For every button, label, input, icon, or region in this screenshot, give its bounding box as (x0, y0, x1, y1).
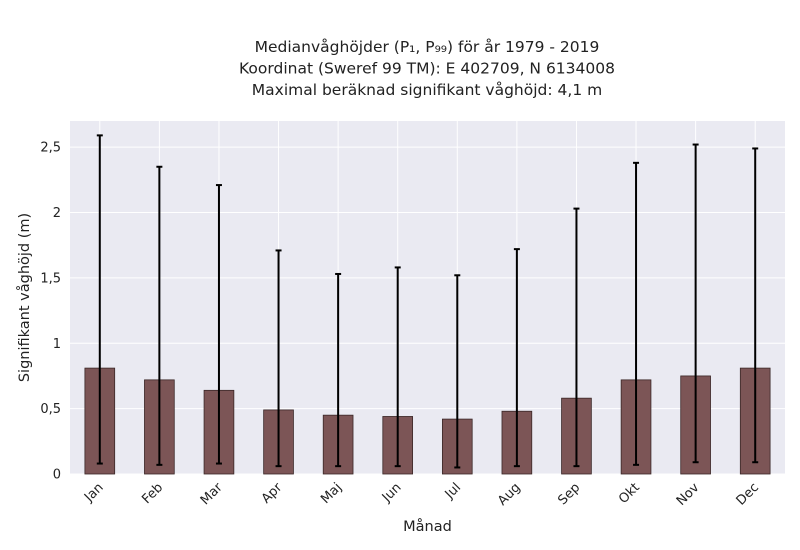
y-axis-label: Signifikant våghöjd (m) (16, 213, 33, 382)
error-bars (96, 134, 759, 469)
x-tick-label: Sep (555, 480, 583, 508)
x-tick-label: Jan (81, 480, 106, 505)
y-tick-label: 0 (53, 468, 61, 483)
y-tick-label: 1 (53, 337, 61, 352)
title-line: Medianvåghöjder (P₁, P₉₉) för år 1979 - … (255, 38, 600, 56)
x-tick-label: Feb (139, 480, 166, 507)
x-tick-label: Jun (379, 480, 405, 506)
chart-title: Medianvåghöjder (P₁, P₉₉) för år 1979 - … (239, 38, 615, 99)
x-tick-label: Jul (442, 480, 464, 502)
y-tick-label: 1,5 (40, 271, 61, 286)
x-tick-label: Mar (198, 480, 226, 508)
x-tick-label: Maj (318, 480, 345, 507)
x-axis-label: Månad (403, 518, 452, 535)
title-line: Maximal beräknad signifikant våghöjd: 4,… (252, 81, 602, 99)
x-tick-label: Okt (616, 480, 643, 507)
y-tick-label: 0,5 (40, 402, 61, 417)
x-axis-ticks: Jan Feb Mar Apr Maj Jun Jul Aug Sep Okt Nov Dec (81, 480, 762, 509)
x-tick-label: Apr (259, 480, 286, 507)
x-tick-label: Aug (495, 480, 524, 509)
y-axis-ticks: 0 0,5 1 1,5 2 2,5 (40, 141, 61, 483)
y-tick-label: 2,5 (40, 141, 61, 156)
title-line: Koordinat (Sweref 99 TM): E 402709, N 61… (239, 60, 615, 78)
y-tick-label: 2 (53, 206, 61, 221)
plot-area (70, 121, 785, 474)
x-tick-label: Nov (674, 480, 703, 509)
x-tick-label: Dec (734, 480, 762, 508)
